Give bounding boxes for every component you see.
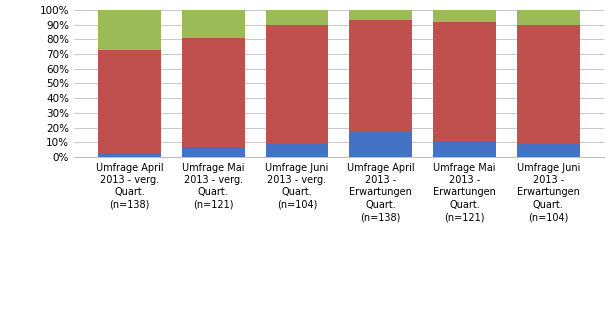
Bar <box>182 146 245 157</box>
Bar <box>98 10 161 49</box>
Bar <box>517 25 580 144</box>
Bar <box>182 38 245 146</box>
Bar <box>517 10 580 25</box>
Bar <box>517 144 580 157</box>
Bar <box>98 49 161 152</box>
Bar <box>265 25 328 144</box>
Bar <box>182 10 245 38</box>
Bar <box>433 22 496 141</box>
Bar <box>349 20 412 132</box>
Bar <box>433 141 496 157</box>
Bar <box>349 10 412 20</box>
Bar <box>265 144 328 157</box>
Bar <box>349 132 412 157</box>
Bar <box>98 152 161 157</box>
Bar <box>433 10 496 22</box>
Bar <box>265 10 328 25</box>
